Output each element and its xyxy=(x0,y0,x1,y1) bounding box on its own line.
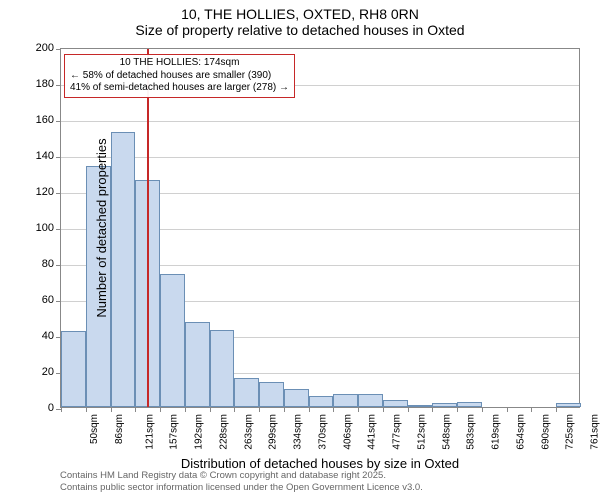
y-tick-label: 120 xyxy=(36,186,60,198)
histogram-bar xyxy=(210,330,235,407)
histogram-bar xyxy=(185,322,210,407)
callout-line3: 41% of semi-detached houses are larger (… xyxy=(70,82,289,95)
x-axis-label: Distribution of detached houses by size … xyxy=(181,456,459,471)
histogram-bar xyxy=(556,403,581,407)
histogram-bar xyxy=(160,274,185,407)
plot-frame xyxy=(60,48,580,408)
x-tick-label: 725sqm xyxy=(565,414,576,450)
histogram-bar xyxy=(234,378,259,407)
histogram-bar xyxy=(111,132,136,407)
histogram-bar xyxy=(333,394,358,407)
x-tick-label: 50sqm xyxy=(89,414,100,444)
y-tick-label: 140 xyxy=(36,150,60,162)
chart-title-line2: Size of property relative to detached ho… xyxy=(0,22,600,38)
y-tick-label: 180 xyxy=(36,78,60,90)
x-tick-label: 654sqm xyxy=(516,414,527,450)
histogram-bar xyxy=(432,403,457,407)
y-tick-label: 20 xyxy=(42,366,60,378)
x-tick-label: 263sqm xyxy=(243,414,254,450)
x-tick-label: 192sqm xyxy=(194,414,205,450)
y-tick-label: 80 xyxy=(42,258,60,270)
x-tick-label: 86sqm xyxy=(114,414,125,444)
y-tick-label: 60 xyxy=(42,294,60,306)
histogram-bar xyxy=(284,389,309,407)
x-tick-label: 334sqm xyxy=(293,414,304,450)
plot-area: Number of detached properties Distributi… xyxy=(60,48,580,408)
callout-line2: ← 58% of detached houses are smaller (39… xyxy=(70,70,289,83)
x-tick-label: 619sqm xyxy=(491,414,502,450)
histogram-bar xyxy=(309,396,334,407)
x-tick-label: 406sqm xyxy=(342,414,353,450)
x-tick-label: 761sqm xyxy=(590,414,600,450)
x-tick-label: 228sqm xyxy=(218,414,229,450)
y-axis-label: Number of detached properties xyxy=(94,138,109,317)
y-tick-label: 100 xyxy=(36,222,60,234)
x-tick-label: 121sqm xyxy=(144,414,155,450)
y-tick-label: 160 xyxy=(36,114,60,126)
x-tick-label: 370sqm xyxy=(317,414,328,450)
histogram-bar xyxy=(358,394,383,407)
annotation-callout: 10 THE HOLLIES: 174sqm ← 58% of detached… xyxy=(64,54,295,98)
attribution-text: Contains HM Land Registry data © Crown c… xyxy=(60,470,423,494)
x-tick-label: 583sqm xyxy=(466,414,477,450)
histogram-bar xyxy=(408,405,433,407)
y-tick-label: 40 xyxy=(42,330,60,342)
histogram-bar xyxy=(457,402,482,407)
attribution-line1: Contains HM Land Registry data © Crown c… xyxy=(60,470,423,482)
y-tick-label: 200 xyxy=(36,42,60,54)
x-tick-label: 441sqm xyxy=(367,414,378,450)
x-tick-label: 512sqm xyxy=(416,414,427,450)
x-tick-label: 690sqm xyxy=(540,414,551,450)
histogram-bar xyxy=(61,331,86,407)
x-tick-label: 299sqm xyxy=(268,414,279,450)
chart-title-line1: 10, THE HOLLIES, OXTED, RH8 0RN xyxy=(0,6,600,22)
x-tick-label: 477sqm xyxy=(392,414,403,450)
y-tick-label: 0 xyxy=(48,402,60,414)
histogram-bar xyxy=(383,400,408,407)
property-marker-line xyxy=(147,49,149,407)
x-tick-label: 548sqm xyxy=(441,414,452,450)
histogram-bar xyxy=(259,382,284,407)
attribution-line2: Contains public sector information licen… xyxy=(60,482,423,494)
callout-line1: 10 THE HOLLIES: 174sqm xyxy=(70,57,289,70)
x-tick-label: 157sqm xyxy=(169,414,180,450)
